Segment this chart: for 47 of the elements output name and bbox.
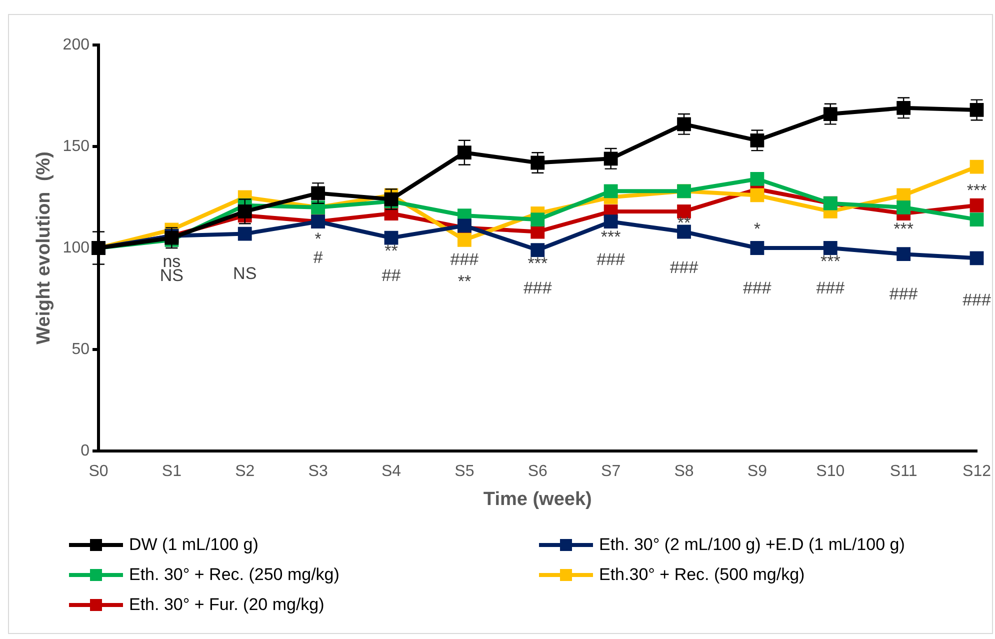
y-tick-label: 50	[72, 340, 90, 358]
y-tick-label: 100	[62, 239, 90, 256]
annotation: ***	[528, 254, 548, 273]
x-tick-label: S5	[454, 463, 474, 480]
annotation: *	[754, 219, 761, 238]
x-tick-label: S10	[816, 463, 845, 480]
x-tick-label: S6	[528, 463, 548, 480]
annotation: ###	[743, 278, 772, 298]
annotation: ###	[816, 278, 846, 298]
legend-label: DW (1 mL/100 g)	[129, 535, 258, 555]
x-tick-label: S1	[162, 463, 182, 480]
x-tick-label: S7	[601, 463, 621, 480]
annotation: ***	[600, 228, 622, 247]
x-tick-label: S9	[747, 463, 768, 480]
x-tick-label: S3	[308, 463, 328, 480]
annotation: ###	[450, 250, 480, 269]
annotation: **	[384, 242, 398, 261]
y-tick-label: 200	[62, 36, 90, 54]
x-tick-label: S4	[381, 463, 402, 480]
annotation: ###	[670, 258, 699, 277]
x-tick-label: S11	[890, 463, 918, 480]
annotation: NS	[233, 264, 257, 284]
legend-label: Eth.30° + Rec. (500 mg/kg)	[599, 565, 805, 585]
annotation: ***	[894, 219, 914, 238]
annotation: ###	[596, 250, 626, 269]
x-tick-label: S8	[674, 463, 694, 480]
x-axis-title: Time (week)	[483, 488, 592, 510]
legend-label: Eth. 30° (2 mL/100 g) +E.D (1 mL/100 g)	[599, 535, 905, 555]
annotation: **	[458, 272, 472, 292]
y-tick-label: 0	[80, 442, 90, 460]
y-tick-label: 150	[62, 138, 90, 155]
annotation: ###	[523, 278, 552, 298]
legend-label: Eth. 30° + Rec. (250 mg/kg)	[129, 565, 340, 585]
annotation: ###	[889, 284, 918, 304]
x-tick-label: S12	[962, 463, 992, 480]
annotation: ***	[966, 180, 988, 200]
annotation: ##	[382, 266, 402, 286]
annotation: **	[677, 213, 692, 232]
x-tick-label: S2	[235, 463, 255, 480]
annotation: ###	[962, 290, 992, 310]
annotation: ***	[820, 252, 841, 271]
annotation: #	[313, 248, 324, 267]
y-axis-title: Weight evolution (%)	[34, 152, 55, 344]
x-tick-label: S0	[88, 463, 108, 480]
legend-label: Eth. 30° + Fur. (20 mg/kg)	[129, 595, 324, 615]
annotation: *	[314, 230, 322, 249]
annotation: NS	[160, 266, 184, 286]
